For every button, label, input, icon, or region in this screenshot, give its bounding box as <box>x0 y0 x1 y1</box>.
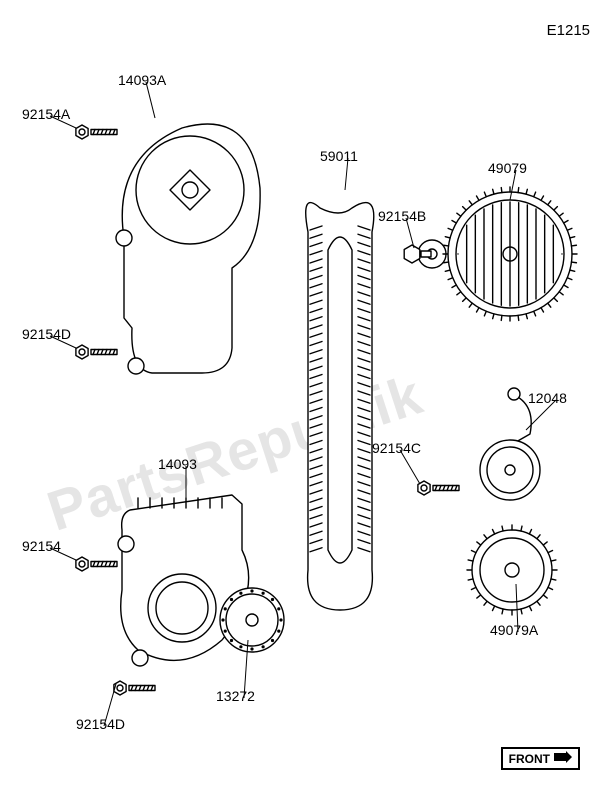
callout-92154a-0: 92154A <box>22 106 70 122</box>
callout-92154b-3: 92154B <box>378 208 426 224</box>
callout-92154d-12: 92154D <box>76 716 125 732</box>
callout-13272-11: 13272 <box>216 688 255 704</box>
parts-diagram-svg <box>0 0 606 800</box>
callout-12048-6: 12048 <box>528 390 567 406</box>
callout-92154c-7: 92154C <box>372 440 421 456</box>
callout-92154d-5: 92154D <box>22 326 71 342</box>
callout-59011-2: 59011 <box>320 148 358 164</box>
callout-14093a-1: 14093A <box>118 72 166 88</box>
callout-92154-9: 92154 <box>22 538 61 554</box>
callout-49079a-10: 49079A <box>490 622 538 638</box>
callout-14093-8: 14093 <box>158 456 197 472</box>
callout-49079-4: 49079 <box>488 160 527 176</box>
